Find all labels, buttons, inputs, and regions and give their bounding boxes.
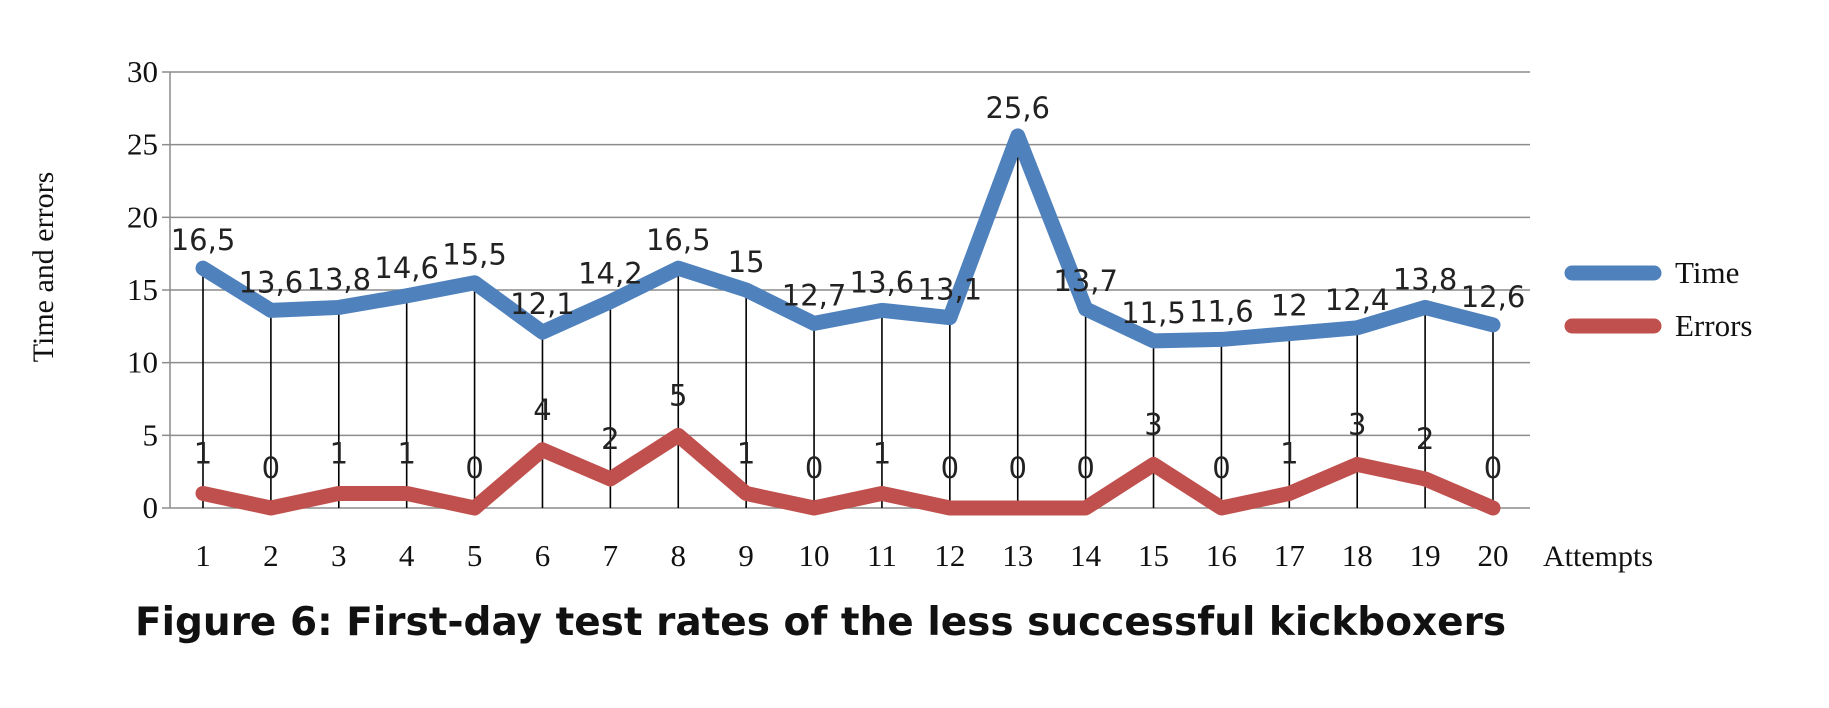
- data-label-errors: 1: [194, 436, 212, 470]
- x-tick-label: 13: [1002, 538, 1033, 573]
- series-line-errors: [195, 427, 1501, 516]
- data-label-time: 12: [1271, 289, 1308, 323]
- data-label-errors: 0: [1076, 451, 1094, 485]
- data-label-time: 15: [728, 245, 765, 279]
- y-tick-label: 20: [127, 199, 158, 234]
- x-tick-label: 7: [603, 538, 619, 573]
- data-label-time: 13,6: [239, 265, 304, 299]
- data-label-errors: 3: [1144, 407, 1162, 441]
- figure-caption: Figure 6: First-day test rates of the le…: [135, 600, 1507, 645]
- data-label-time: 14,2: [578, 257, 643, 291]
- x-tick-label: 16: [1206, 538, 1237, 573]
- data-label-errors: 0: [465, 451, 483, 485]
- x-axis-ticks: 1 2 3 4 5 6 7 8 9 10 11 12 13 14 15 16 17 18 19 20: [195, 538, 1508, 573]
- data-label-time: 25,6: [985, 91, 1050, 125]
- data-label-errors: 1: [873, 436, 891, 470]
- data-label-errors: 0: [941, 451, 959, 485]
- data-label-errors: 1: [397, 436, 415, 470]
- drop-lines: [202, 135, 1494, 508]
- data-label-errors: 0: [1484, 451, 1502, 485]
- data-label-time: 12,7: [782, 278, 847, 312]
- legend: Time Errors: [1564, 255, 1752, 343]
- x-tick-label: 15: [1138, 538, 1169, 573]
- y-tick-label: 10: [127, 345, 158, 380]
- data-label-errors: 5: [669, 378, 687, 412]
- x-tick-label: 12: [934, 538, 965, 573]
- y-tick-label: 25: [127, 127, 158, 162]
- data-label-time: 15,5: [442, 238, 507, 272]
- x-tick-label: 9: [738, 538, 754, 573]
- x-tick-label: 8: [671, 538, 687, 573]
- data-label-errors: 3: [1348, 407, 1366, 441]
- x-tick-label: 17: [1274, 538, 1305, 573]
- x-tick-label: 5: [467, 538, 483, 573]
- data-label-errors: 1: [737, 436, 755, 470]
- data-label-time: 13,6: [850, 265, 915, 299]
- data-label-errors: 0: [805, 451, 823, 485]
- legend-label-time: Time: [1675, 255, 1739, 290]
- x-axis-label: Attempts: [1543, 540, 1653, 573]
- x-tick-label: 4: [399, 538, 415, 573]
- data-label-errors: 0: [1212, 451, 1230, 485]
- data-label-errors: 4: [533, 393, 551, 427]
- y-axis-ticks: 0 5 10 15 20 25 30: [127, 54, 158, 525]
- series-lines: [195, 128, 1501, 516]
- y-tick-label: 30: [127, 54, 158, 89]
- data-label-errors: 0: [1009, 451, 1027, 485]
- data-label-time: 12,4: [1325, 283, 1390, 317]
- data-label-errors: 1: [1280, 436, 1298, 470]
- data-label-time: 13,8: [1393, 262, 1458, 296]
- data-label-time: 11,5: [1121, 296, 1186, 330]
- x-tick-label: 6: [535, 538, 551, 573]
- x-tick-label: 3: [331, 538, 347, 573]
- y-tick-label: 0: [143, 490, 159, 525]
- data-label-time: 12,6: [1461, 280, 1526, 314]
- data-label-time: 13,7: [1053, 264, 1118, 298]
- data-label-time: 14,6: [374, 251, 439, 285]
- x-tick-label: 20: [1478, 538, 1509, 573]
- x-tick-label: 11: [867, 538, 897, 573]
- data-label-time: 13,8: [307, 262, 372, 296]
- data-label-errors: 0: [262, 451, 280, 485]
- data-label-time: 13,1: [918, 273, 983, 307]
- data-label-time: 12,1: [510, 287, 575, 321]
- x-tick-label: 2: [263, 538, 279, 573]
- x-tick-label: 14: [1070, 538, 1102, 573]
- data-label-time: 16,5: [171, 223, 236, 257]
- x-tick-label: 10: [799, 538, 830, 573]
- data-label-time: 11,6: [1189, 294, 1254, 328]
- y-axis-label: Time and errors: [27, 172, 60, 363]
- data-label-errors: 2: [601, 422, 619, 456]
- x-tick-label: 19: [1410, 538, 1441, 573]
- data-label-time: 16,5: [646, 223, 711, 257]
- y-tick-label: 5: [143, 417, 159, 452]
- x-tick-label: 18: [1342, 538, 1373, 573]
- y-tick-label: 15: [127, 272, 158, 307]
- series-line-time: [195, 128, 1501, 349]
- data-label-errors: 1: [330, 436, 348, 470]
- legend-label-errors: Errors: [1675, 308, 1752, 343]
- data-label-errors: 2: [1416, 422, 1434, 456]
- x-tick-label: 1: [195, 538, 211, 573]
